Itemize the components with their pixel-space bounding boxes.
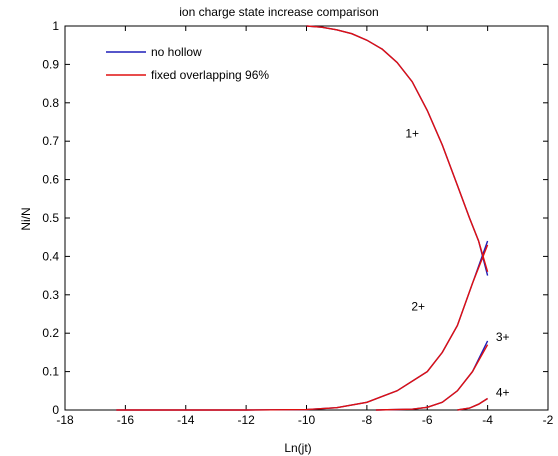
y-tick-label: 0.9 bbox=[42, 57, 59, 71]
x-axis-label: Ln(jt) bbox=[284, 441, 311, 455]
x-tick-label: -4 bbox=[482, 413, 493, 427]
x-tick-label: -2 bbox=[543, 413, 554, 427]
legend-entry: no hollow bbox=[151, 45, 202, 59]
plot-area: -18 -16 -14 -12 -10 -8 -6 -4 -2 0 0.1 0.2 0.3 0.4 0.5 0… bbox=[42, 19, 553, 427]
x-tick-label: -14 bbox=[177, 413, 195, 427]
y-tick-label: 1 bbox=[52, 19, 59, 33]
y-tick-label: 0.5 bbox=[42, 211, 59, 225]
x-tick-label: -8 bbox=[362, 413, 373, 427]
series-line-fixed-overlapping-2plus bbox=[116, 244, 489, 411]
x-tick-label: -12 bbox=[237, 413, 255, 427]
y-tick-label: 0.7 bbox=[42, 134, 59, 148]
x-tick-label: -6 bbox=[422, 413, 433, 427]
y-tick-label: 0 bbox=[52, 403, 59, 417]
curve-label-4plus: 4+ bbox=[496, 386, 510, 400]
chart-title: ion charge state increase comparison bbox=[179, 5, 378, 19]
y-tick-label: 0.2 bbox=[42, 326, 59, 340]
y-axis-label: Ni/N bbox=[19, 207, 33, 230]
y-tick-label: 0.8 bbox=[42, 96, 59, 110]
legend-entry: fixed overlapping 96% bbox=[151, 68, 269, 82]
series-line-fixed-overlapping-4plus bbox=[457, 397, 488, 411]
curve-label-2plus: 2+ bbox=[411, 299, 425, 313]
curve-label-3plus: 3+ bbox=[496, 330, 510, 344]
x-tick-label: -18 bbox=[56, 413, 74, 427]
series-line-fixed-overlapping-1plus bbox=[306, 25, 489, 272]
x-tick-label: -10 bbox=[298, 413, 316, 427]
curve-label-1plus: 1+ bbox=[405, 127, 419, 141]
series-line-fixed-overlapping-3plus bbox=[375, 344, 489, 411]
y-tick-label: 0.6 bbox=[42, 173, 59, 187]
axes-box bbox=[64, 25, 549, 411]
legend: no hollow fixed overlapping 96% bbox=[106, 45, 269, 82]
y-tick-label: 0.3 bbox=[42, 288, 59, 302]
x-tick-label: -16 bbox=[117, 413, 135, 427]
y-tick-label: 0.4 bbox=[42, 249, 59, 263]
y-tick-label: 0.1 bbox=[42, 365, 59, 379]
